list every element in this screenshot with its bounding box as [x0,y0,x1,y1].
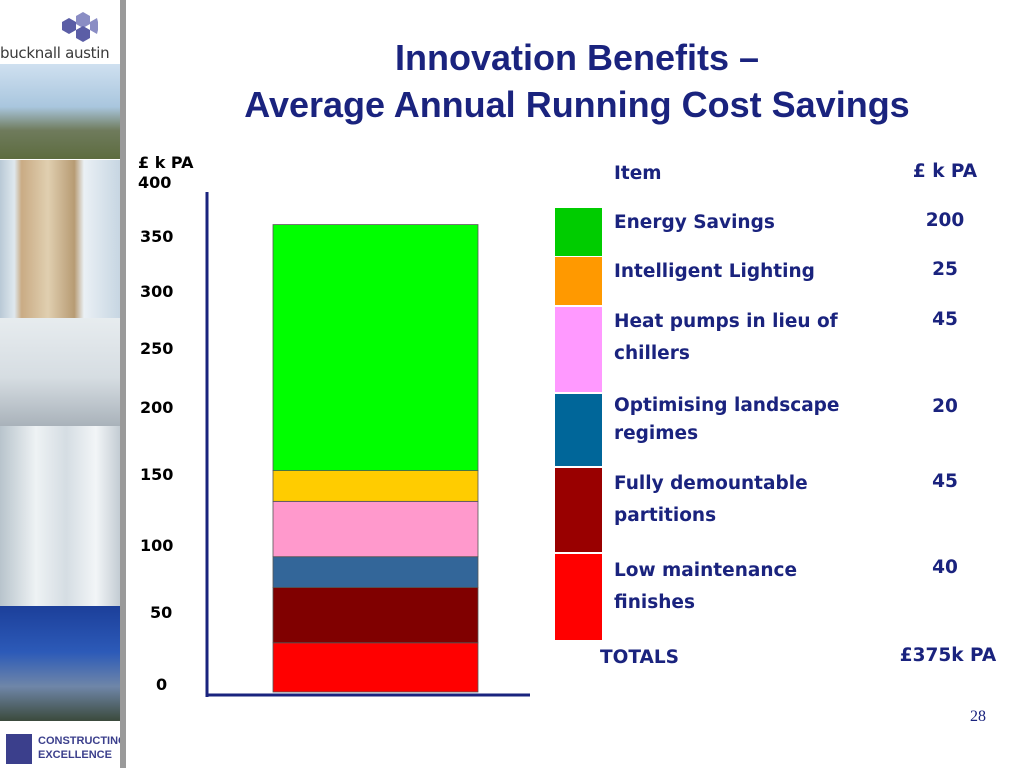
table-row-label: Optimising landscape regimes [614,395,840,444]
table-row-label: Heat pumps in lieu of chillers [614,311,838,364]
table-row-value: 45 [932,309,958,330]
y-tick-label: 100 [140,536,173,555]
table-row-value: 45 [932,471,958,492]
table-row-label: Fully demountable partitions [614,473,808,526]
title-line-2: Average Annual Running Cost Savings [244,84,910,125]
company-logo-text: bucknall austin [0,44,110,62]
y-tick-label: 150 [140,465,173,484]
table-row-label: Energy Savings [614,212,775,233]
slide-title: Innovation Benefits – Average Annual Run… [130,34,1024,128]
y-axis-label: £ k PA [138,153,194,172]
atrium-photo [0,426,120,606]
building-photo-2 [0,160,120,318]
table-row-value: 20 [932,396,958,417]
y-tick-label: 50 [150,603,172,622]
night-building-photo [0,606,120,721]
legend-swatch-energy [555,208,602,256]
bar-segment-1 [272,587,479,644]
ce-logo-line2: EXCELLENCE [38,749,112,761]
bar-segment-2 [272,556,479,588]
legend-swatch-finishes [555,554,602,640]
y-tick-label: 350 [140,227,173,246]
legend-swatch-partitions [555,468,602,552]
table-row-value: 40 [932,557,958,578]
table-row-value: 200 [925,210,965,231]
legend-swatch-lighting [555,257,602,305]
y-tick-label: 400 [138,173,171,192]
title-line-1: Innovation Benefits – [394,37,760,78]
constructing-excellence-logo: CONSTRUCTING EXCELLENCE [4,732,127,766]
legend-swatch-landscape [555,394,602,466]
bar-segment-0 [272,642,479,693]
totals-label: TOTALS [600,647,679,668]
table-header-value: £ k PA [912,161,978,182]
table-row-value: 25 [932,259,958,280]
company-logo-icon [62,12,98,42]
bar-segment-3 [272,500,479,558]
bar-segment-4 [272,470,479,502]
bar-segment-5 [272,224,479,472]
building-photo-1 [0,64,120,159]
totals-value: £375k PA [899,645,997,666]
table-row-label: Intelligent Lighting [614,261,815,282]
page-number: 28 [970,708,986,725]
ce-logo-icon [6,734,32,764]
y-tick-label: 300 [140,282,173,301]
ce-logo-line1: CONSTRUCTING [38,735,127,747]
table-row-label: Low maintenance finishes [614,560,798,613]
y-tick-label: 200 [140,398,173,417]
stacked-bar-chart: 0 50 100 150 200 250 300 350 400 £ k PA [138,153,530,697]
reception-photo [0,318,120,426]
photo-sidebar: bucknall austin CONSTRUCTING EXCELLENCE [0,0,127,768]
sidebar-divider [120,0,126,768]
table-header-item: Item [614,163,662,184]
y-tick-label: 250 [140,339,173,358]
y-tick-label: 0 [156,675,167,694]
legend-swatch-heat-pumps [555,307,602,392]
